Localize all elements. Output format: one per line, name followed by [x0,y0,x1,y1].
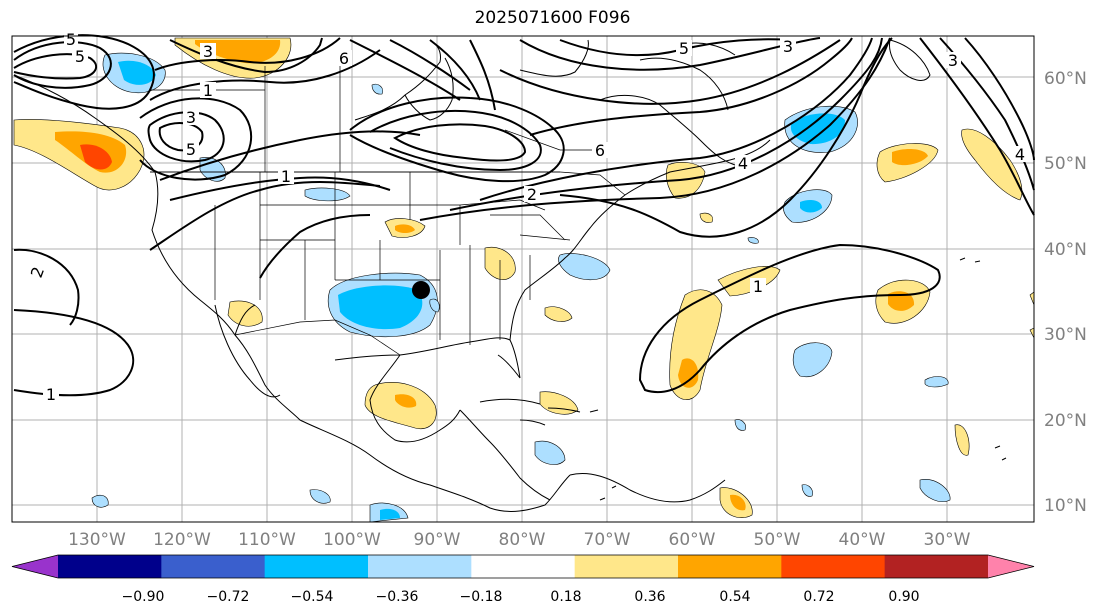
colorbar-tick-label: 0.18 [550,589,581,605]
colorbar-segment [678,555,782,578]
contour-label: 3 [203,42,213,61]
shaded-anomalies [13,37,1035,523]
colorbar-tick-label: 0.36 [634,589,665,605]
lon-label: 130°W [68,530,126,550]
colorbar-segment [368,555,472,578]
map-border [11,35,1035,523]
lon-label: 70°W [584,530,631,550]
contour-label: 5 [186,140,196,159]
colorbar-tick-labels: −0.90 −0.72 −0.54 −0.36 −0.18 0.18 0.36 … [122,589,920,605]
graticule [12,36,1034,522]
contour-label: 1 [281,167,291,186]
contour-label: 4 [1015,145,1025,164]
contour-label: 1 [203,81,213,100]
lon-label: 30°W [924,530,971,550]
colorbar-segment [161,555,266,578]
colorbar-tick-label: −0.54 [291,589,334,605]
colorbar-tick-label: −0.90 [122,589,165,605]
colorbar-extend-low [12,555,58,578]
contour-label: 1 [753,277,763,296]
lon-label: 90°W [414,530,461,550]
lat-label: 50°N [1044,154,1087,174]
lon-label: 40°W [839,530,886,550]
lon-label: 100°W [323,530,381,550]
contour-label: 3 [948,51,958,70]
colorbar-tick-label: −0.36 [376,589,419,605]
colorbar-segment [264,555,369,578]
contour-label: 5 [66,30,76,49]
colorbar-tick-label: 0.90 [888,589,919,605]
colorbar-tick-label: −0.72 [207,589,250,605]
lon-label: 50°W [754,530,801,550]
contour-label: 5 [679,39,689,58]
contour-label: 3 [186,108,196,127]
colorbar-tick-label: −0.18 [460,589,503,605]
colorbar-segment [884,555,989,578]
latitude-labels: 60°N 50°N 40°N 30°N 20°N 10°N [1044,69,1087,516]
lat-label: 30°N [1044,325,1087,345]
lat-label: 40°N [1044,240,1087,260]
contour-label: 1 [46,385,56,404]
lon-label: 110°W [238,530,296,550]
colorbar-outline [11,554,1035,579]
contour-label: 6 [339,49,349,68]
colorbar-tick-label: 0.72 [803,589,834,605]
plot-title: 2025071600 F096 [474,8,631,28]
lat-label: 10°N [1044,496,1087,516]
contour-label: 6 [595,141,605,160]
colorbar-segment [781,555,886,578]
longitude-labels: 130°W 120°W 110°W 100°W 90°W 80°W 70°W 6… [68,530,971,550]
colorbar-segment [471,555,576,578]
colorbar-segment [58,555,162,578]
lon-label: 120°W [153,530,211,550]
lat-label: 60°N [1044,69,1087,89]
lon-label: 80°W [499,530,546,550]
contour-label: 5 [75,47,85,66]
colorbar [11,554,1035,579]
contour-label: 3 [783,37,793,56]
colorbar-tick-label: 0.54 [719,589,750,605]
location-marker [412,281,430,299]
contour-label: 4 [738,154,748,173]
colorbar-extend-high [988,555,1034,578]
lon-label: 60°W [669,530,716,550]
lat-label: 20°N [1044,411,1087,431]
contour-label: 2 [527,185,537,204]
colorbar-segment [574,555,679,578]
